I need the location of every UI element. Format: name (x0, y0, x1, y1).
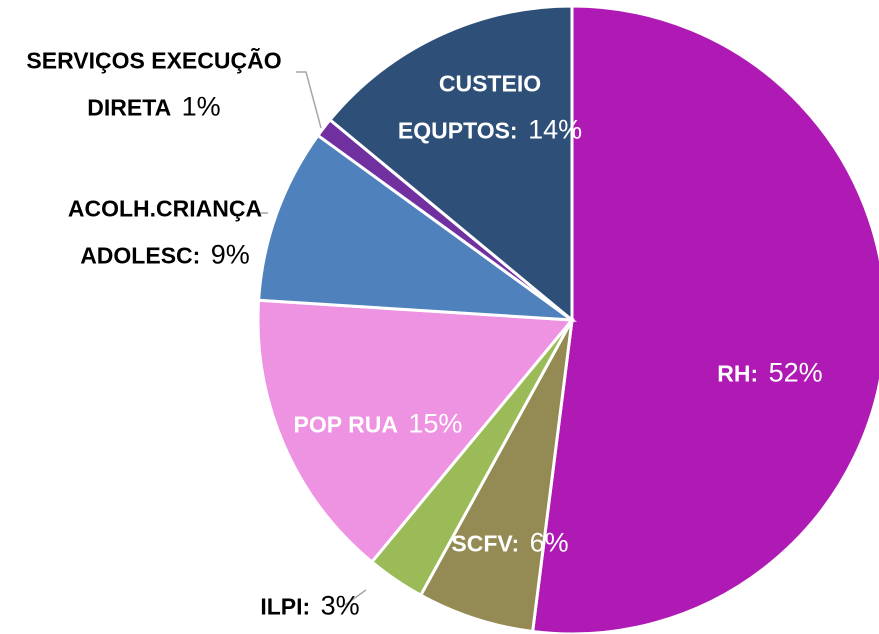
category-label: ACOLH.CRIANÇA ADOLESC: (67, 195, 263, 269)
slice-label: POP RUA 15% (278, 403, 478, 450)
leader-line (296, 71, 322, 129)
category-label: POP RUA (293, 411, 398, 438)
slice-label: CUSTEIO EQUPTOS: 14% (385, 63, 595, 156)
category-label: SERVIÇOS EXECUÇÃO DIRETA (26, 47, 282, 121)
category-label: ILPI: (260, 593, 311, 620)
value-label: 1% (181, 91, 221, 122)
value-label: 52% (768, 357, 823, 388)
value-label: 9% (210, 239, 250, 270)
value-label: 3% (320, 590, 360, 621)
slice-label: SERVIÇOS EXECUÇÃO DIRETA 1% (4, 40, 304, 133)
slice-label: ILPI: 3% (235, 585, 385, 632)
slice-label: SCFV: 6% (450, 522, 570, 569)
value-label: 6% (529, 527, 569, 558)
pie-slice (257, 133, 578, 322)
value-label: 15% (408, 408, 463, 439)
pie-slice (530, 4, 879, 634)
pie-slice (418, 319, 574, 634)
category-label: SCFV: (451, 530, 520, 557)
slice-label: ACOLH.CRIANÇA ADOLESC: 9% (45, 188, 285, 281)
leader-line (344, 589, 367, 606)
category-label: RH: (717, 360, 759, 387)
value-label: 14% (528, 114, 583, 145)
pie-slice (327, 4, 574, 324)
slice-label: RH: 52% (670, 352, 870, 399)
pie-slice (256, 298, 576, 565)
category-label: CUSTEIO EQUPTOS: (397, 70, 542, 144)
